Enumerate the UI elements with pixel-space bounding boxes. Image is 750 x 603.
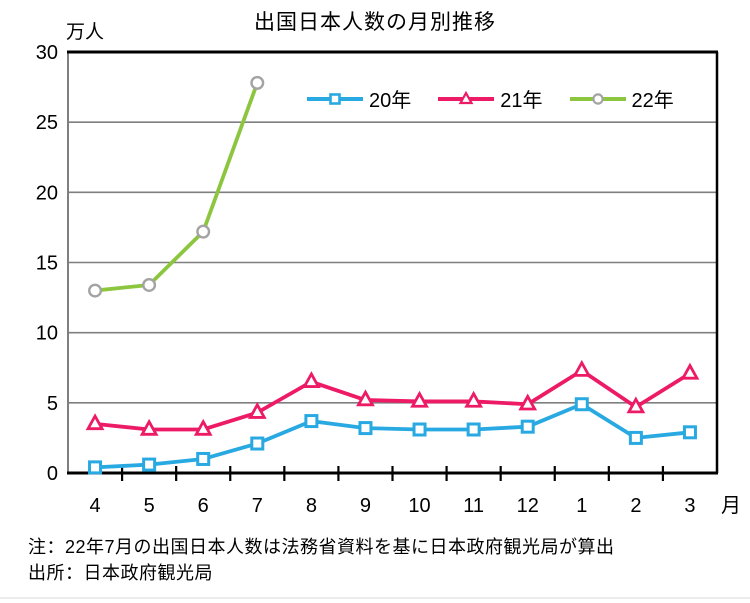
marker-square bbox=[88, 460, 103, 475]
marker-triangle bbox=[680, 362, 700, 380]
x-axis-tick-label: 6 bbox=[198, 495, 209, 517]
legend-marker-20nen-square-icon bbox=[307, 92, 363, 105]
legend-marker-21nen-triangle-icon bbox=[438, 90, 495, 104]
chart-legend: 20年 21年 22年 bbox=[306, 84, 674, 113]
marker-triangle bbox=[301, 371, 321, 388]
legend-label-21nen: 21年 bbox=[500, 90, 543, 112]
y-axis-tick-label: 30 bbox=[36, 42, 58, 64]
marker-triangle bbox=[139, 418, 159, 436]
source-note: 出所：日本政府観光局 bbox=[28, 563, 213, 583]
x-axis-tick-label: 8 bbox=[306, 495, 317, 517]
marker-triangle bbox=[572, 359, 592, 377]
x-axis-tick-label: 5 bbox=[144, 495, 155, 517]
footnote: 注：22年7月の出国日本人数は法務省資料を基に日本政府観光局が算出 bbox=[28, 537, 615, 557]
bottom-divider bbox=[0, 597, 750, 599]
marker-circle bbox=[88, 283, 103, 298]
x-axis-tick-label: 10 bbox=[408, 495, 430, 517]
chart-title: 出国日本人数の月別推移 bbox=[254, 11, 496, 34]
marker-triangle bbox=[247, 401, 267, 419]
legend-item-21nen: 21年 bbox=[437, 84, 543, 113]
x-axis-tick-label: 12 bbox=[517, 495, 539, 517]
legend-label-20nen: 20年 bbox=[369, 90, 412, 112]
marker-square bbox=[250, 436, 265, 451]
x-axis-tick-label: 11 bbox=[463, 495, 484, 517]
y-axis-tick-label: 10 bbox=[36, 323, 58, 345]
y-axis-tick-label: 20 bbox=[36, 182, 58, 204]
marker-square bbox=[196, 451, 211, 466]
marker-square bbox=[574, 397, 589, 412]
legend-item-22nen: 22年 bbox=[569, 84, 674, 113]
marker-circle bbox=[250, 75, 265, 90]
marker-square bbox=[358, 421, 373, 436]
marker-square bbox=[142, 457, 157, 472]
x-axis-tick-label: 1 bbox=[576, 495, 587, 517]
marker-circle bbox=[142, 277, 157, 292]
series-line-1 bbox=[93, 368, 692, 432]
y-axis-tick-label: 5 bbox=[47, 393, 58, 415]
marker-square bbox=[682, 425, 697, 440]
marker-square bbox=[304, 414, 319, 429]
marker-square bbox=[466, 422, 481, 437]
marker-square bbox=[412, 422, 427, 437]
marker-triangle bbox=[193, 418, 213, 436]
legend-marker-22nen-circle-icon bbox=[569, 92, 626, 105]
x-axis-tick-label: 3 bbox=[684, 495, 695, 517]
marker-triangle bbox=[464, 390, 484, 408]
y-axis-tick-label: 15 bbox=[36, 253, 58, 275]
marker-triangle bbox=[518, 393, 538, 411]
marker-triangle bbox=[356, 389, 375, 407]
y-axis-tick-label: 25 bbox=[36, 112, 58, 134]
marker-triangle bbox=[410, 390, 429, 408]
x-axis-tick-label: 7 bbox=[252, 495, 263, 517]
legend-label-22nen: 22年 bbox=[631, 90, 674, 112]
x-axis-tick-label: 9 bbox=[360, 495, 371, 517]
marker-square bbox=[520, 419, 535, 434]
legend-item-20nen: 20年 bbox=[306, 84, 411, 113]
x-axis-unit-label: 月 bbox=[721, 495, 741, 517]
series-line-2 bbox=[93, 80, 260, 293]
marker-square bbox=[628, 430, 643, 445]
marker-triangle bbox=[85, 413, 105, 431]
y-axis-unit-label: 万人 bbox=[66, 22, 105, 43]
x-axis-tick-label: 2 bbox=[630, 495, 641, 517]
series-line-0 bbox=[93, 402, 692, 470]
y-axis-tick-label: 0 bbox=[47, 463, 58, 485]
marker-circle bbox=[196, 224, 211, 239]
marker-triangle bbox=[626, 396, 646, 414]
x-axis-tick-label: 4 bbox=[89, 495, 100, 517]
